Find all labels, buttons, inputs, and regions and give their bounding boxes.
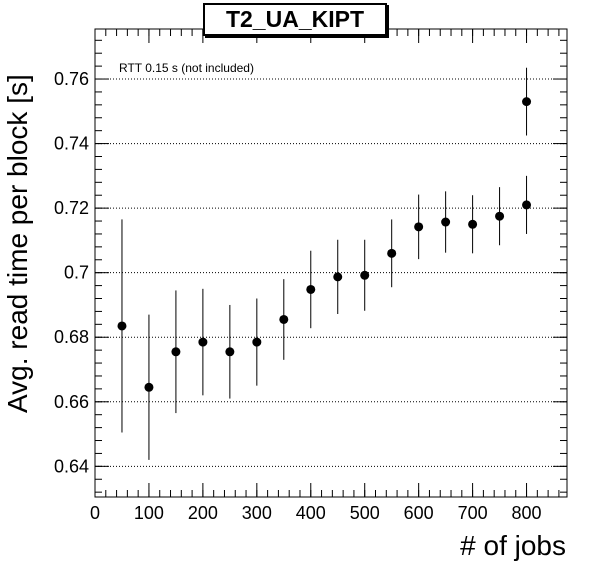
y-axis-label: Avg. read time per block [s] — [2, 74, 33, 413]
x-axis-label: # of jobs — [460, 530, 566, 561]
data-point — [522, 200, 532, 210]
y-tick-label: 0.72 — [54, 198, 89, 218]
x-tick-label: 800 — [512, 503, 542, 523]
x-tick-label: 600 — [404, 503, 434, 523]
x-tick-label: 0 — [90, 503, 100, 523]
data-point — [360, 270, 370, 280]
tick-labels: 0.64 0.66 0.68 0.7 0.72 0.74 0.76 0 100 200 300 400… — [54, 69, 542, 523]
y-tick-label: 0.74 — [54, 134, 89, 154]
data-point — [387, 248, 397, 258]
x-tick-label: 200 — [188, 503, 218, 523]
data-point — [279, 314, 289, 324]
grid-layer — [95, 78, 567, 467]
data-point — [252, 337, 262, 347]
data-point — [144, 382, 154, 392]
plot-frame — [94, 28, 568, 498]
x-tick-label: 300 — [242, 503, 272, 523]
x-tick-label: 700 — [458, 503, 488, 523]
data-point — [441, 217, 451, 227]
data-point — [225, 347, 235, 357]
annotation-text: RTT 0.15 s (not included) — [119, 61, 254, 75]
data-point — [333, 272, 343, 282]
chart-title: T2_UA_KIPT — [203, 3, 387, 36]
data-point — [468, 219, 478, 229]
data-point — [522, 97, 532, 107]
x-tick-label: 500 — [350, 503, 380, 523]
y-tick-label: 0.7 — [64, 263, 89, 283]
y-tick-label: 0.76 — [54, 69, 89, 89]
data-point — [198, 337, 208, 347]
tick-marks — [94, 29, 567, 497]
y-tick-label: 0.64 — [54, 456, 89, 476]
data-point — [306, 284, 316, 294]
x-tick-label: 400 — [296, 503, 326, 523]
y-tick-label: 0.68 — [54, 327, 89, 347]
data-point — [171, 347, 181, 357]
y-tick-label: 0.66 — [54, 392, 89, 412]
data-point — [117, 321, 127, 331]
data-point — [495, 211, 505, 221]
data-points — [117, 67, 532, 460]
x-tick-label: 100 — [134, 503, 164, 523]
data-point — [414, 222, 424, 232]
